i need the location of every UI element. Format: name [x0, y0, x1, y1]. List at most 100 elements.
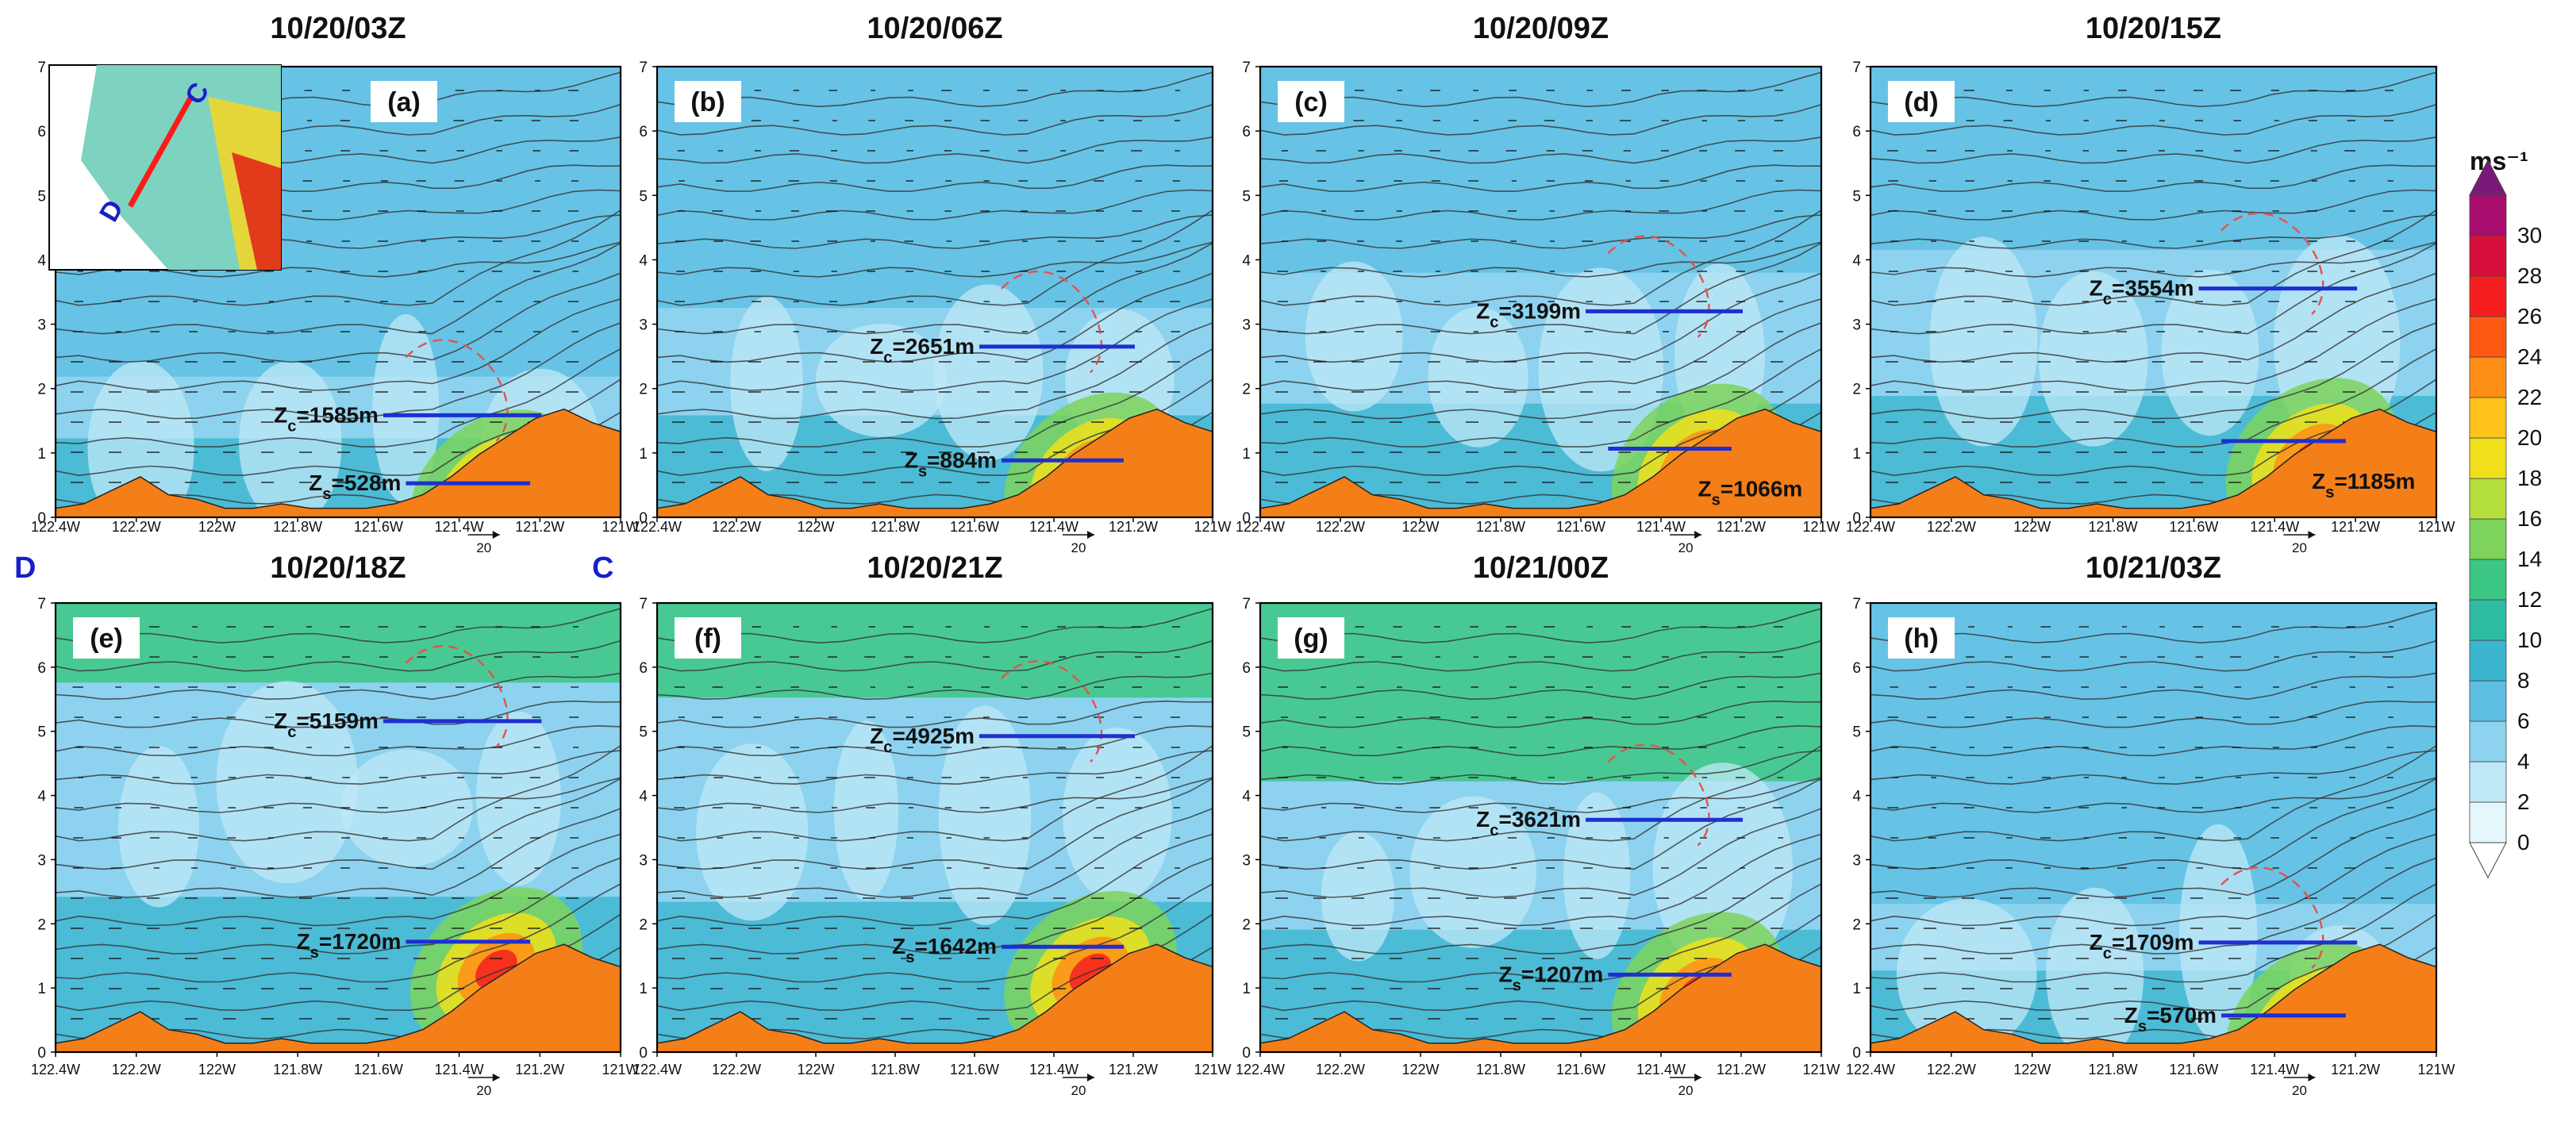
theta-contour	[1260, 724, 1821, 757]
theta-contour	[1260, 348, 1821, 448]
plot-area	[56, 67, 621, 517]
theta-contour	[657, 640, 1213, 672]
inset-peaks	[232, 152, 281, 270]
y-tick-label: 7	[1242, 596, 1251, 613]
theta-contour	[1870, 214, 2436, 249]
x-tick-label: 121.6W	[950, 1062, 999, 1077]
plot-area	[56, 603, 621, 1052]
plot-area	[1260, 67, 1821, 517]
panel-frame	[54, 65, 622, 519]
theta-contour	[657, 778, 1213, 870]
reference-vector-label: 20	[2292, 1083, 2307, 1098]
panel-title: 10/21/00Z	[1473, 551, 1609, 585]
colorbar-segment	[2469, 275, 2507, 317]
y-tick-label: 7	[1852, 596, 1861, 613]
theta-contour	[1870, 745, 2436, 842]
theta-contour	[1260, 745, 1821, 842]
x-tick-label: 121.8W	[273, 1062, 322, 1077]
x-tick-label: 121.4W	[2250, 1062, 2299, 1077]
y-tick-label: 7	[639, 60, 648, 76]
y-tick-label: 6	[639, 660, 648, 677]
colorbar-segment	[2469, 437, 2507, 479]
y-tick-label: 5	[1852, 188, 1861, 205]
theta-contour	[657, 745, 1213, 842]
x-tick-label: 121.4W	[2250, 519, 2299, 535]
y-tick-label: 5	[37, 188, 46, 205]
colorbar-segment	[2469, 761, 2507, 803]
y-tick-label: 7	[37, 596, 46, 613]
y-tick-label: 3	[639, 852, 648, 869]
x-tick-label: 121.4W	[1029, 519, 1078, 535]
y-tick-label: 6	[1242, 660, 1251, 677]
theta-contour	[1870, 164, 2436, 192]
plot-area	[1260, 603, 1821, 1052]
theta-contour	[56, 242, 621, 335]
x-tick-label: 121.2W	[1109, 1062, 1158, 1077]
x-tick-label: 121.8W	[1476, 1062, 1525, 1077]
theta-contour	[1260, 189, 1821, 221]
panel-frame	[656, 65, 1214, 519]
theta-contour	[657, 214, 1213, 249]
theta-contour	[1260, 322, 1821, 420]
panel-tag-box	[1278, 617, 1344, 659]
upper-wind-band	[657, 603, 1213, 698]
theta-contour	[1260, 640, 1821, 672]
theta-contour	[1870, 833, 2436, 927]
theta-contour	[56, 700, 621, 728]
theta-contour	[657, 348, 1213, 448]
terrain	[657, 408, 1213, 517]
theta-contour	[56, 640, 621, 672]
colorbar-segment	[2469, 801, 2507, 843]
terrain	[56, 943, 621, 1052]
panel-tag-box	[1888, 617, 1955, 659]
y-tick-label: 1	[1242, 446, 1251, 463]
colorbar-tick-label: 30	[2517, 223, 2542, 248]
panel-e: 10/20/18Z 0 1 2 3 4 5 6 7 122.4W 122.2W 122W 121.8W 1…	[31, 551, 640, 1098]
section-end-d: D	[14, 551, 36, 585]
x-tick-label: 121.4W	[1029, 1062, 1078, 1077]
zc-label: Zc=2651m	[870, 334, 975, 367]
theta-contour	[657, 136, 1213, 164]
colorbar-tick-label: 24	[2517, 344, 2542, 369]
y-tick-label: 4	[37, 789, 46, 805]
x-tick-label: 121W	[2417, 519, 2455, 535]
y-tick-label: 0	[37, 510, 46, 527]
theta-contour	[56, 833, 621, 927]
theta-contour	[1870, 608, 2436, 643]
zc-label: Zc=3199m	[1476, 298, 1581, 331]
reference-vector-label: 20	[1678, 540, 1694, 555]
x-tick-label: 121.8W	[871, 1062, 920, 1077]
panel-title: 10/20/21Z	[867, 551, 1002, 585]
colorbar-segment	[2469, 356, 2507, 398]
theta-contour	[1260, 700, 1821, 728]
y-tick-label: 1	[639, 446, 648, 463]
section-end-c: C	[592, 551, 613, 585]
theta-contour	[657, 724, 1213, 757]
x-tick-label: 121.2W	[2331, 519, 2380, 535]
x-tick-label: 121W	[2417, 1062, 2455, 1077]
x-tick-label: 122.2W	[712, 519, 761, 535]
colorbar-min-arrow	[2469, 842, 2507, 879]
reference-vector-label: 20	[476, 1083, 491, 1098]
zs-label: Zs=1066m	[1697, 477, 1802, 509]
panel-frame	[1259, 65, 1823, 519]
reference-vector-head	[1087, 1074, 1094, 1081]
x-tick-label: 121.4W	[435, 519, 484, 535]
x-tick-label: 122W	[2013, 519, 2051, 535]
colorbar-tick-label: 16	[2517, 506, 2542, 531]
zs-label: Zs=1185m	[2312, 469, 2415, 501]
theta-contour	[1260, 136, 1821, 164]
reference-vector-head	[1694, 1074, 1702, 1081]
y-tick-label: 0	[37, 1045, 46, 1062]
x-tick-label: 122W	[1401, 519, 1439, 535]
theta-contour	[56, 724, 621, 757]
panel-frame	[656, 601, 1214, 1054]
reference-vector-head	[2308, 531, 2316, 539]
y-tick-label: 1	[1242, 981, 1251, 997]
theta-contour	[657, 189, 1213, 221]
weak-wind-pocket	[2179, 824, 2258, 1042]
panel-frame	[54, 601, 622, 1054]
theta-contour	[1260, 808, 1821, 898]
y-tick-label: 4	[639, 252, 648, 269]
y-tick-label: 1	[639, 981, 648, 997]
